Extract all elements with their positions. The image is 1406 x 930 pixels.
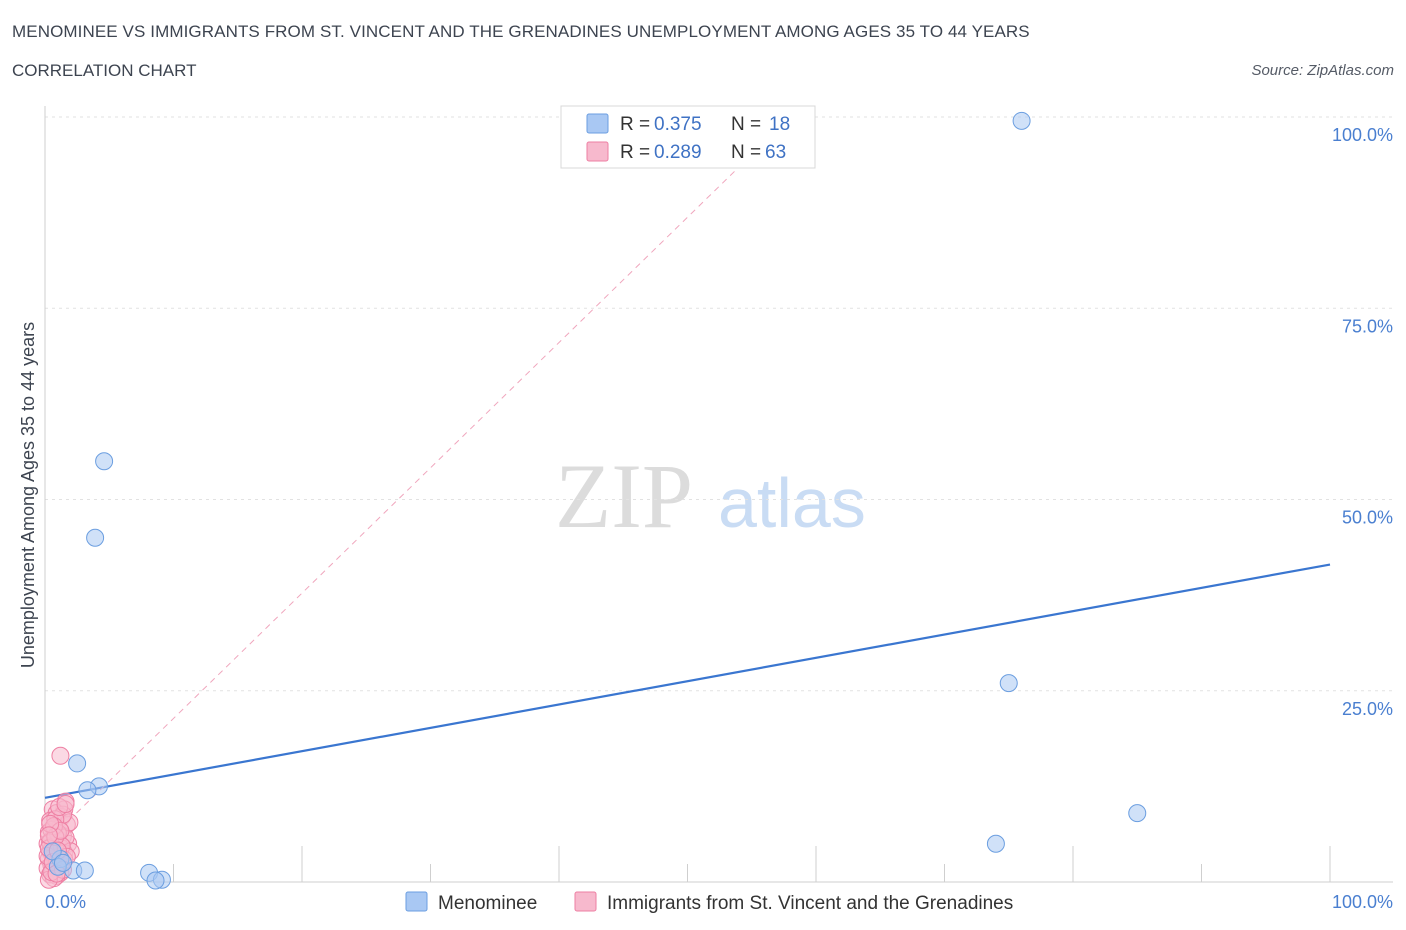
trend-line-1: [44, 116, 791, 845]
bottom-legend-swatch-immigrants: [574, 891, 597, 912]
legend-swatch-immigrants: [586, 141, 609, 162]
y-tick-labels: 25.0% 50.0% 75.0% 100.0%: [1332, 125, 1393, 719]
y-axis-label: Unemployment Among Ages 35 to 44 years: [18, 322, 38, 668]
point-s0-14: [146, 871, 165, 890]
bottom-legend-label-menominee: Menominee: [438, 893, 537, 914]
point-s1-0: [51, 746, 70, 765]
point-s0-8: [986, 834, 1005, 853]
point-s0-17: [53, 853, 72, 872]
legend-r-label-0: R =: [620, 114, 655, 135]
x-tick-max: 100.0%: [1332, 892, 1393, 912]
chart-subtitle: CORRELATION CHART: [12, 61, 197, 80]
bottom-legend-swatch-menominee: [405, 891, 428, 912]
gridlines: [45, 116, 1393, 692]
point-s0-6: [78, 781, 97, 800]
legend-n-value-1: 63: [765, 142, 786, 163]
legend-n-value-0: 18: [769, 114, 790, 135]
point-s0-0: [1012, 111, 1031, 130]
point-s0-7: [1128, 804, 1147, 823]
x-tick-min: 0.0%: [45, 892, 86, 912]
watermark-atlas: atlas: [718, 464, 866, 542]
y-tick-label-2: 75.0%: [1342, 316, 1393, 336]
y-tick-label-1: 50.0%: [1342, 508, 1393, 528]
legend-r-value-1: 0.289: [654, 142, 702, 163]
data-points: [38, 111, 1147, 890]
source-label: Source: ZipAtlas.com: [1251, 62, 1394, 79]
watermark-zip: ZIP: [555, 445, 693, 547]
y-tick-label-0: 25.0%: [1342, 699, 1393, 719]
legend-r-label-1: R =: [620, 142, 655, 163]
point-s0-11: [75, 861, 94, 880]
point-s0-16: [43, 842, 62, 861]
trend-line-0: [44, 563, 1331, 799]
point-s0-4: [68, 754, 87, 773]
stats-legend: R = 0.375 N = 18 R = 0.289 N = 63: [560, 105, 816, 169]
legend-swatch-menominee: [586, 113, 609, 134]
chart-title: MENOMINEE VS IMMIGRANTS FROM ST. VINCENT…: [12, 22, 1030, 41]
legend-n-label-1: N =: [731, 142, 766, 163]
legend-n-label-0: N =: [731, 114, 766, 135]
series-legend: Menominee Immigrants from St. Vincent an…: [405, 891, 1013, 914]
point-s0-1: [95, 452, 114, 471]
legend-r-value-0: 0.375: [654, 114, 702, 135]
point-s0-2: [86, 528, 105, 547]
bottom-legend-label-immigrants: Immigrants from St. Vincent and the Gren…: [607, 893, 1013, 914]
point-s1-62: [39, 826, 58, 845]
y-tick-label-3: 100.0%: [1332, 125, 1393, 145]
point-s1-61: [56, 794, 75, 813]
trend-lines: [44, 116, 1331, 845]
point-s0-3: [999, 674, 1018, 693]
